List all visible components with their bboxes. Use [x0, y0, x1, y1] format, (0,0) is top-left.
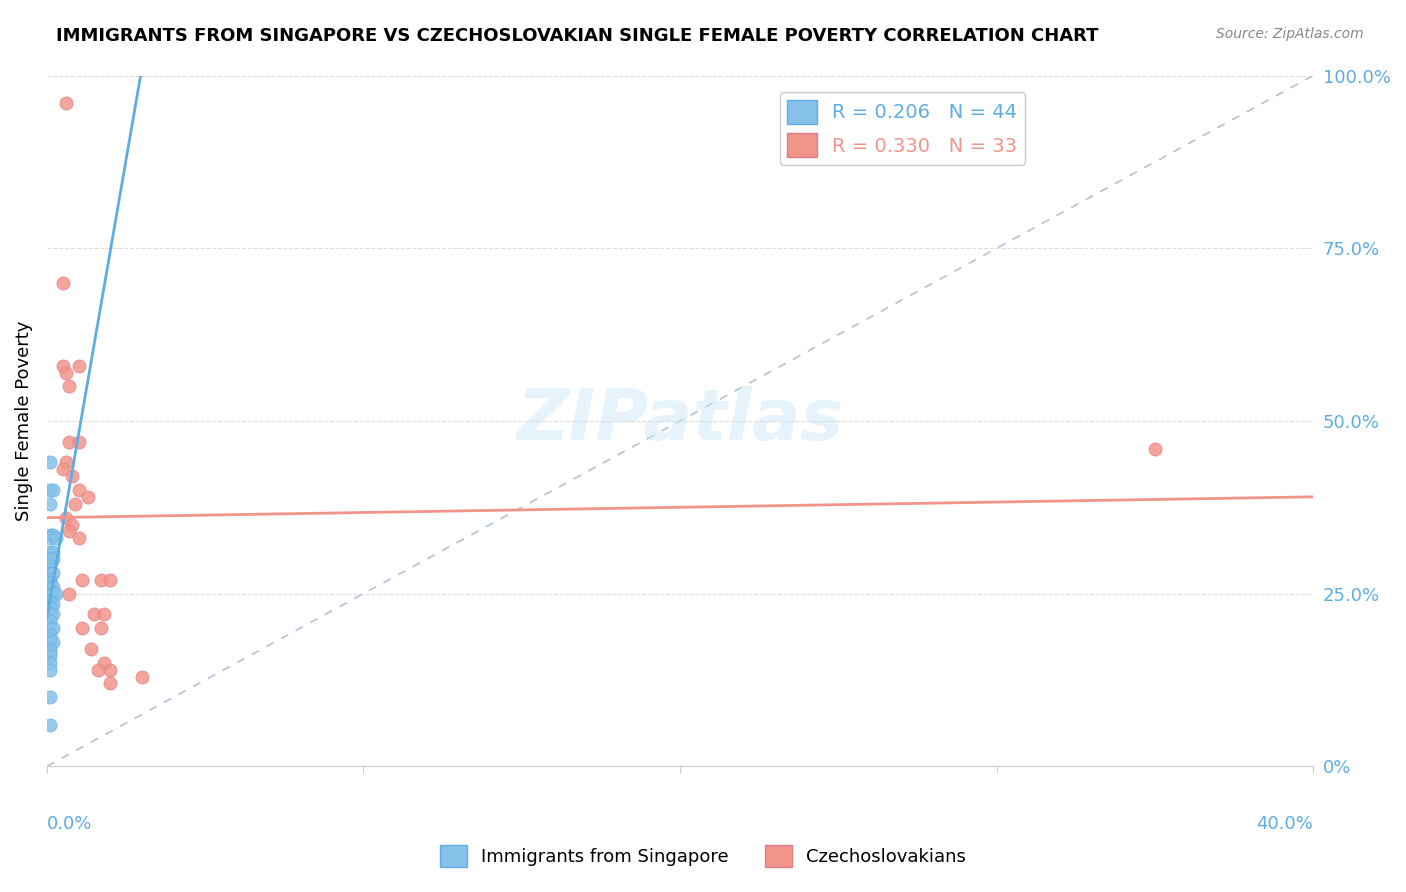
Point — [90, 621, 112, 635]
Point — [42, 597, 65, 611]
Text: 0.0%: 0.0% — [46, 814, 93, 832]
Point — [86, 663, 108, 677]
Point — [65, 497, 87, 511]
Point — [98, 663, 121, 677]
Point — [39, 497, 62, 511]
Point — [1143, 442, 1166, 456]
Point — [70, 573, 93, 587]
Point — [39, 656, 62, 670]
Point — [42, 545, 65, 559]
Point — [39, 583, 62, 598]
Point — [39, 455, 62, 469]
Point — [39, 552, 62, 566]
Point — [98, 573, 121, 587]
Point — [42, 607, 65, 622]
Point — [42, 621, 65, 635]
Point — [39, 597, 62, 611]
Point — [42, 580, 65, 594]
Point — [67, 359, 90, 373]
Legend: R = 0.206   N = 44, R = 0.330   N = 33: R = 0.206 N = 44, R = 0.330 N = 33 — [780, 92, 1025, 165]
Text: Source: ZipAtlas.com: Source: ZipAtlas.com — [1216, 27, 1364, 41]
Point — [39, 628, 62, 642]
Point — [52, 276, 75, 290]
Point — [45, 532, 67, 546]
Point — [42, 586, 65, 600]
Point — [39, 632, 62, 646]
Point — [39, 559, 62, 574]
Point — [39, 641, 62, 656]
Point — [58, 434, 80, 449]
Point — [39, 600, 62, 615]
Point — [80, 641, 103, 656]
Point — [39, 528, 62, 542]
Y-axis label: Single Female Poverty: Single Female Poverty — [15, 321, 32, 521]
Point — [131, 669, 153, 683]
Text: IMMIGRANTS FROM SINGAPORE VS CZECHOSLOVAKIAN SINGLE FEMALE POVERTY CORRELATION C: IMMIGRANTS FROM SINGAPORE VS CZECHOSLOVA… — [56, 27, 1098, 45]
Point — [67, 483, 90, 497]
Point — [58, 379, 80, 393]
Point — [39, 645, 62, 659]
Text: 40.0%: 40.0% — [1257, 814, 1313, 832]
Point — [42, 552, 65, 566]
Point — [60, 517, 83, 532]
Point — [39, 545, 62, 559]
Point — [42, 635, 65, 649]
Point — [39, 663, 62, 677]
Point — [77, 490, 100, 504]
Point — [58, 586, 80, 600]
Point — [98, 676, 121, 690]
Point — [55, 366, 77, 380]
Point — [39, 635, 62, 649]
Point — [93, 607, 115, 622]
Point — [39, 593, 62, 607]
Point — [58, 524, 80, 539]
Point — [52, 359, 75, 373]
Point — [45, 586, 67, 600]
Point — [90, 573, 112, 587]
Point — [39, 483, 62, 497]
Point — [52, 462, 75, 476]
Point — [39, 580, 62, 594]
Point — [39, 586, 62, 600]
Point — [39, 718, 62, 732]
Point — [39, 614, 62, 628]
Point — [39, 573, 62, 587]
Text: ZIPatlas: ZIPatlas — [516, 386, 844, 456]
Point — [42, 483, 65, 497]
Point — [42, 528, 65, 542]
Point — [55, 510, 77, 524]
Point — [39, 566, 62, 580]
Point — [39, 690, 62, 705]
Point — [39, 532, 62, 546]
Point — [83, 607, 105, 622]
Point — [39, 562, 62, 576]
Point — [70, 621, 93, 635]
Point — [39, 621, 62, 635]
Point — [93, 656, 115, 670]
Point — [42, 566, 65, 580]
Point — [67, 532, 90, 546]
Point — [60, 469, 83, 483]
Legend: Immigrants from Singapore, Czechoslovakians: Immigrants from Singapore, Czechoslovaki… — [433, 838, 973, 874]
Point — [39, 576, 62, 591]
Point — [39, 607, 62, 622]
Point — [55, 455, 77, 469]
Point — [39, 648, 62, 663]
Point — [55, 96, 77, 111]
Point — [67, 434, 90, 449]
